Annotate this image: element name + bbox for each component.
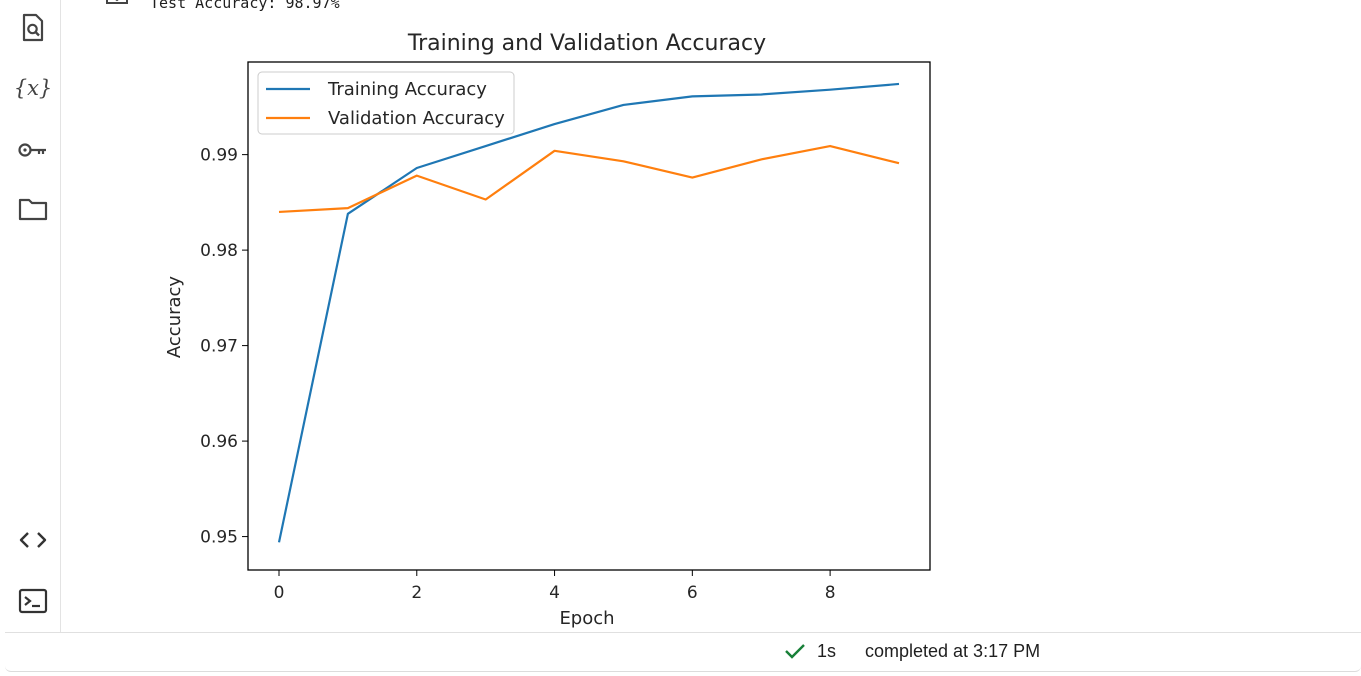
legend-label: Validation Accuracy [328,108,505,129]
series-line-validation [279,146,899,212]
left-sidebar: {x} [0,0,61,632]
y-tick-label: 0.95 [200,528,238,548]
x-axis-label: Epoch [559,608,614,629]
variables-icon[interactable]: {x} [14,72,52,104]
x-tick-label: 8 [825,583,836,603]
plot-frame [248,62,930,570]
folder-icon[interactable] [14,193,52,225]
legend-label: Training Accuracy [327,79,487,100]
status-bar: 1s completed at 3:17 PM [5,632,1361,672]
chart-svg: Training and Validation Accuracy Epoch A… [150,22,950,634]
variables-glyph: {x} [14,76,53,100]
x-tick-label: 2 [411,583,422,603]
terminal-icon[interactable] [14,585,52,617]
check-icon [784,642,806,660]
y-tick-label: 0.97 [200,337,238,357]
y-tick-label: 0.98 [200,241,238,261]
execution-duration: 1s [817,641,836,662]
output-clear-icon[interactable] [104,0,130,13]
x-tick-label: 0 [274,583,285,603]
y-axis-label: Accuracy [164,276,185,359]
y-tick-label: 0.99 [200,146,238,166]
output-text: Test Accuracy: 98.97% [150,0,340,12]
execution-status-message: completed at 3:17 PM [865,641,1040,662]
key-icon[interactable] [14,134,52,166]
accuracy-chart: Training and Validation Accuracy Epoch A… [150,22,950,634]
chart-title: Training and Validation Accuracy [407,31,766,56]
series-line-training [279,84,899,542]
x-tick-label: 4 [549,583,560,603]
code-icon[interactable] [14,524,52,556]
search-doc-icon[interactable] [14,12,52,44]
x-tick-label: 6 [687,583,698,603]
y-tick-label: 0.96 [200,432,238,452]
